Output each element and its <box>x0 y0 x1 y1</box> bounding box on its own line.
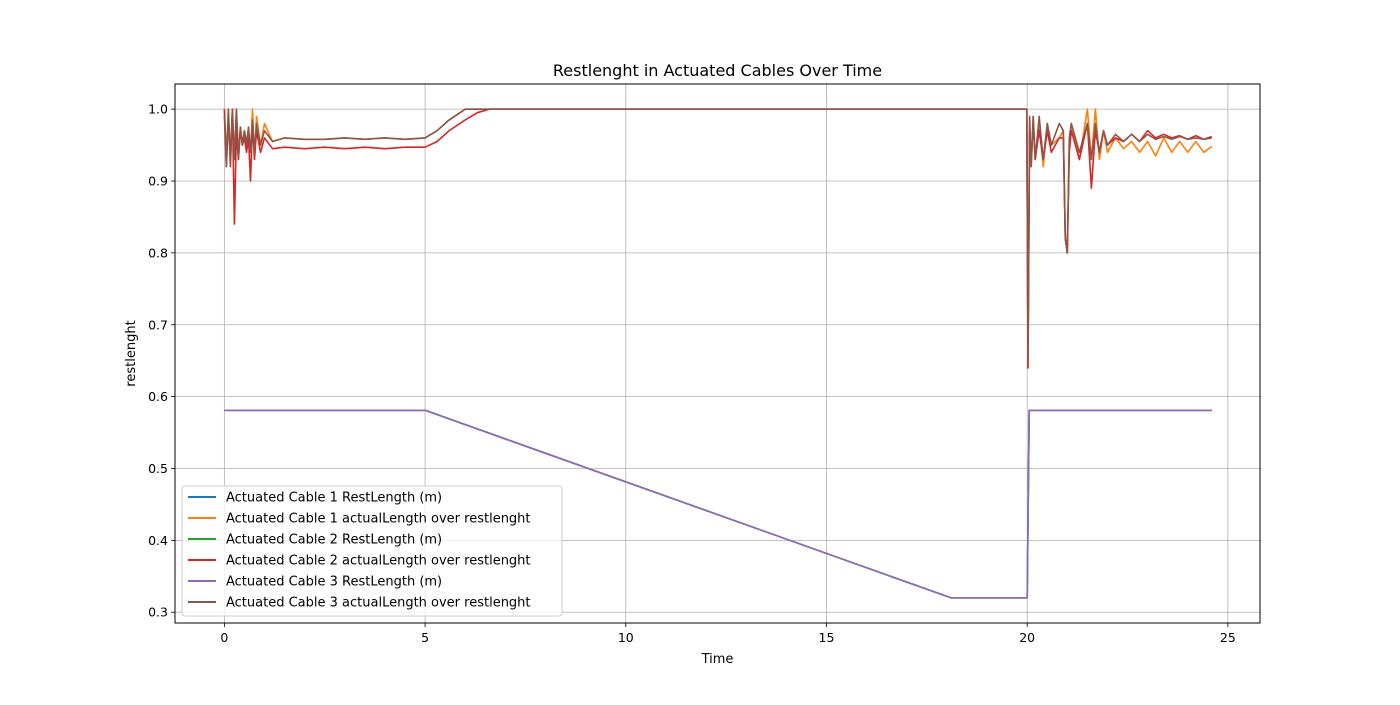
y-tick-label: 0.4 <box>148 533 168 548</box>
y-tick-label: 0.3 <box>148 605 168 620</box>
series-lines <box>223 108 1213 599</box>
x-tick-label: 5 <box>421 630 429 645</box>
x-axis-label: Time <box>701 652 734 667</box>
legend-box <box>181 485 563 617</box>
axis-ticks: 0 5 10 15 20 25 0.3 0.4 0.5 0.6 0.7 0.8 0.9 1.0 <box>148 102 1236 645</box>
y-tick-label: 0.5 <box>148 461 168 476</box>
y-tick-label: 0.8 <box>148 245 168 260</box>
y-tick-label: 1.0 <box>148 102 168 117</box>
plot-frame <box>174 83 1261 624</box>
x-tick-label: 25 <box>1220 630 1236 645</box>
legend: Actuated Cable 1 RestLength (m) Actuated … <box>181 485 563 617</box>
legend-label-1: Actuated Cable 1 RestLength (m) <box>226 491 442 506</box>
y-axis-label: restlenght <box>124 320 139 386</box>
y-tick-label: 0.7 <box>148 317 168 332</box>
legend-label-5: Actuated Cable 3 RestLength (m) <box>226 575 442 590</box>
x-tick-label: 0 <box>220 630 228 645</box>
y-tick-label: 0.9 <box>148 174 168 189</box>
legend-label-6: Actuated Cable 3 actualLength over restl… <box>226 596 531 611</box>
legend-label-4: Actuated Cable 2 actualLength over restl… <box>226 554 531 569</box>
x-tick-label: 15 <box>819 630 835 645</box>
y-tick-label: 0.6 <box>148 389 168 404</box>
legend-label-3: Actuated Cable 2 RestLength (m) <box>226 533 442 548</box>
x-tick-label: 20 <box>1019 630 1035 645</box>
legend-label-2: Actuated Cable 1 actualLength over restl… <box>226 512 531 527</box>
series-line-5 <box>224 409 1212 599</box>
x-tick-label: 10 <box>618 630 634 645</box>
chart-title: Restlenght in Actuated Cables Over Time <box>553 61 882 80</box>
series-line-6 <box>223 108 1212 362</box>
